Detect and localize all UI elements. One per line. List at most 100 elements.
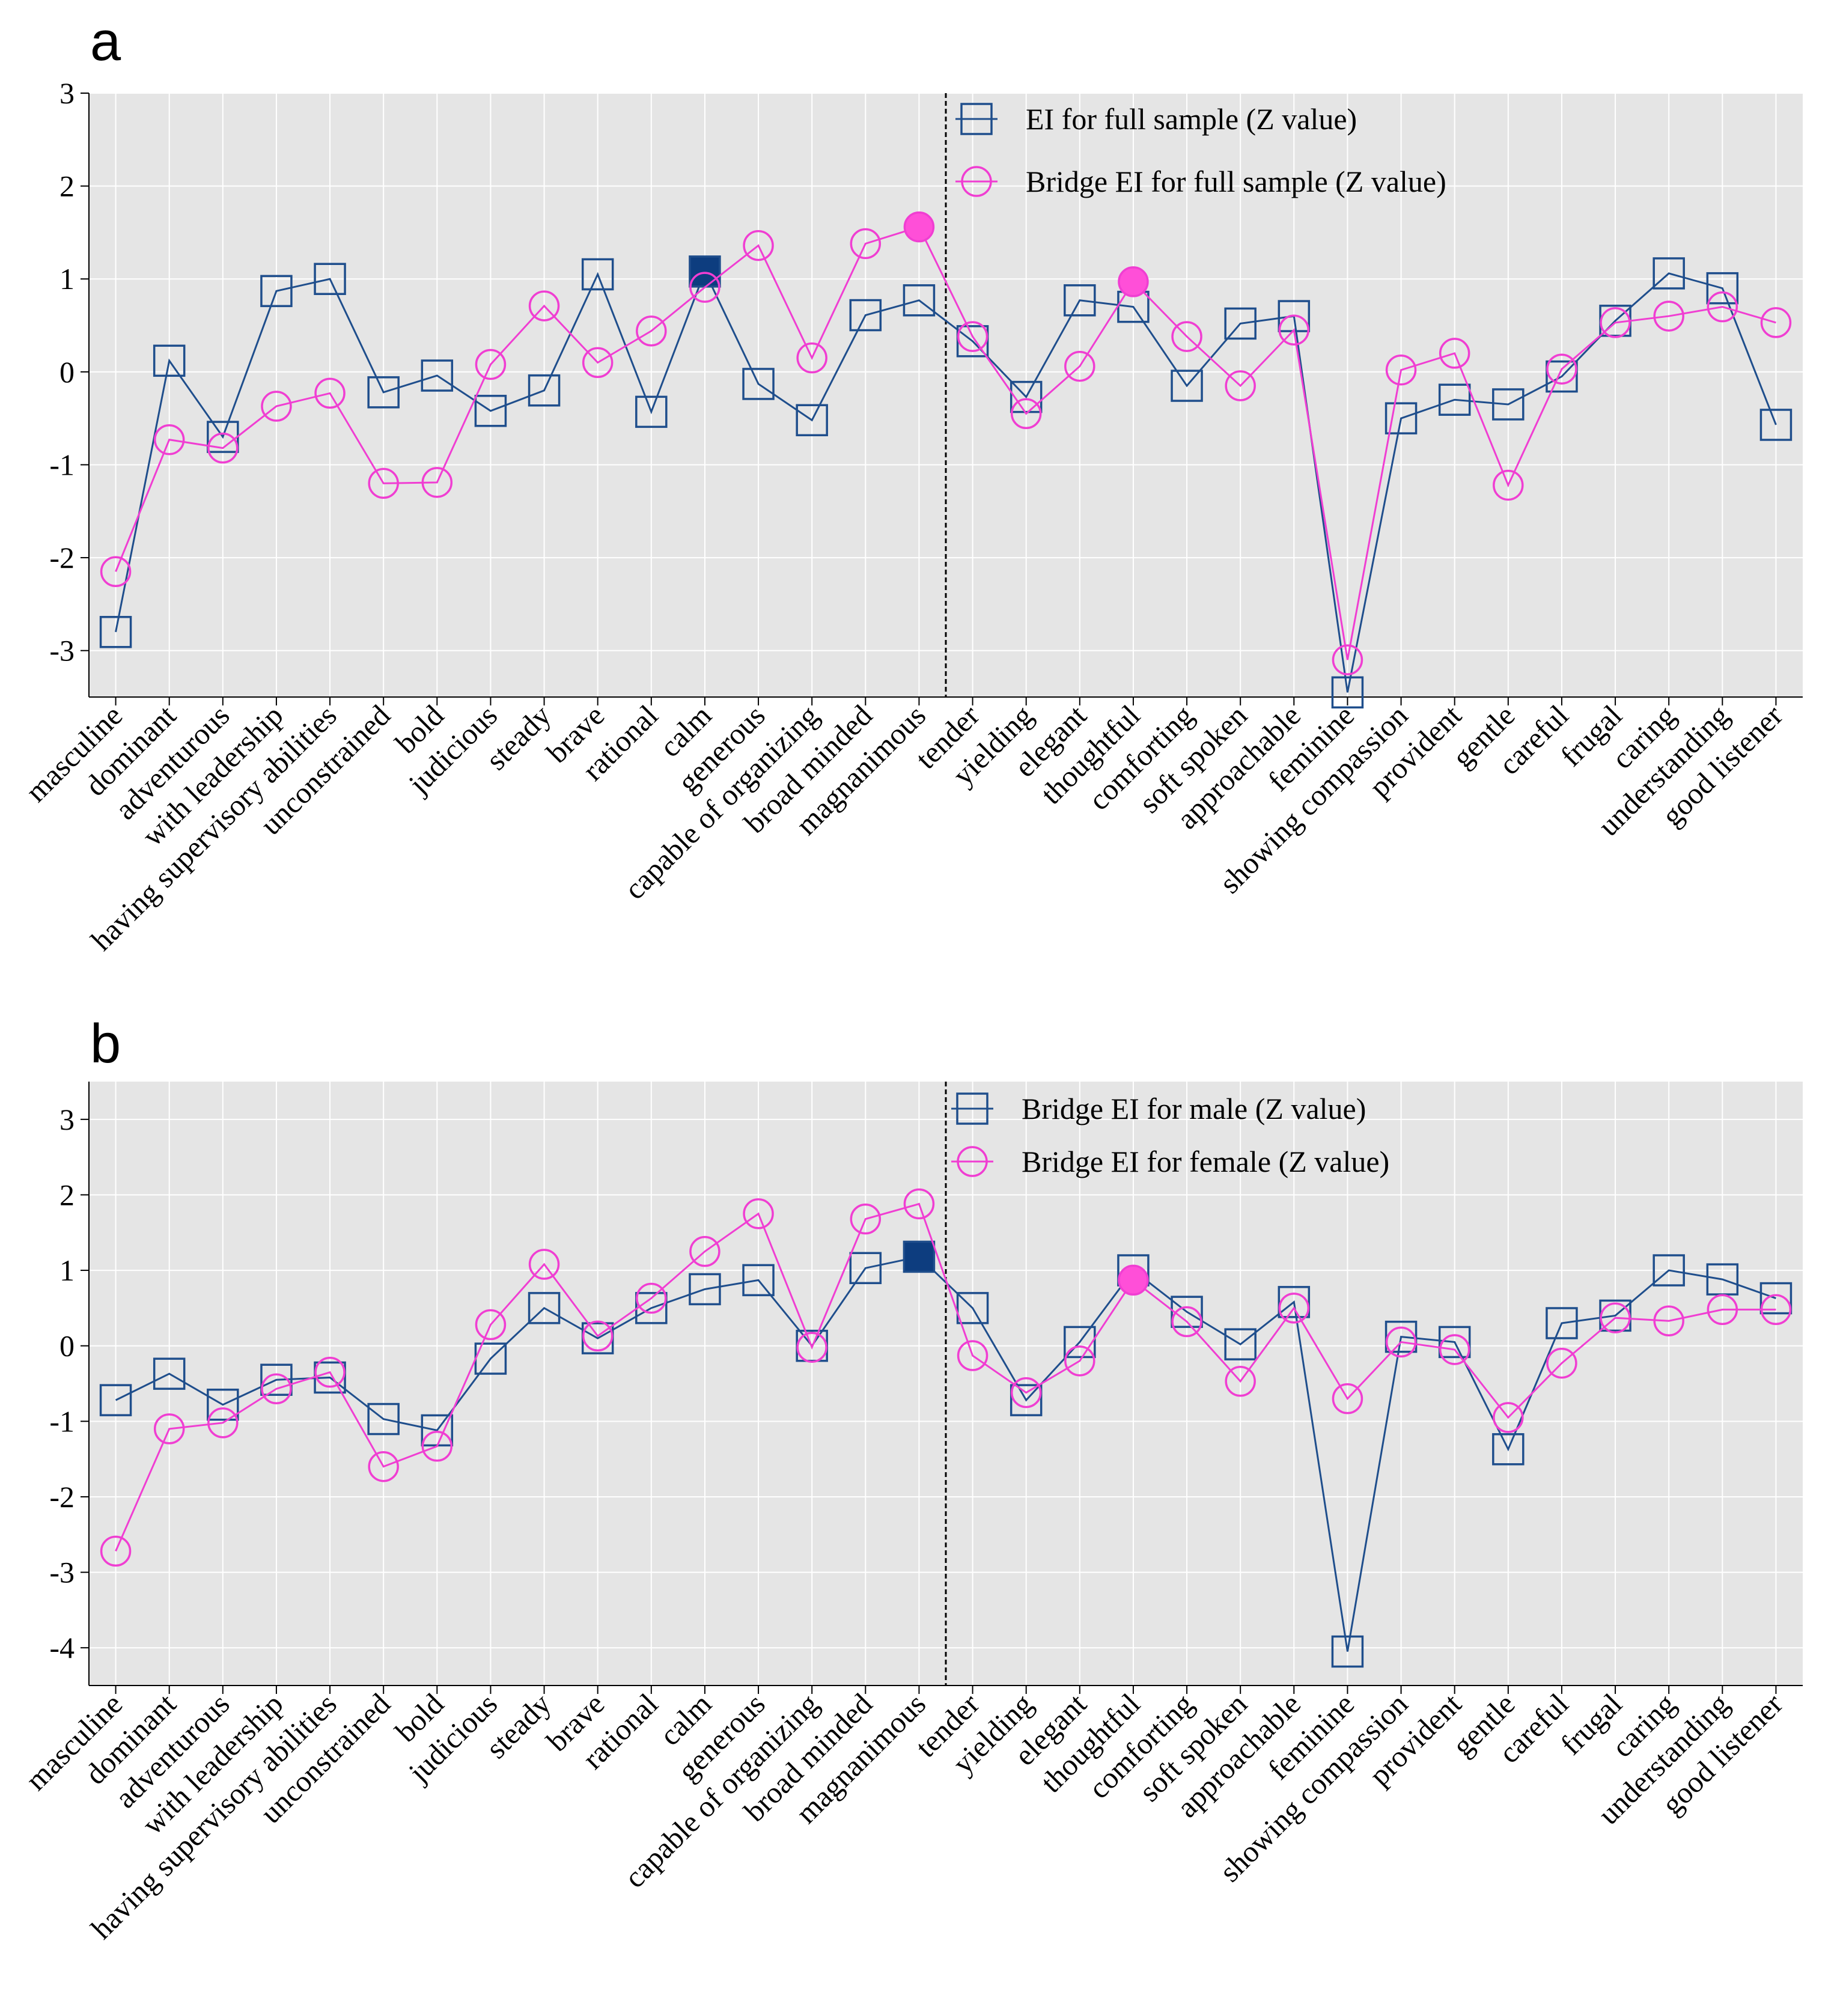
panel-b-circle-point-calm: [689, 1235, 720, 1267]
panel-b-square-point-soft-spoken: [1224, 1328, 1257, 1360]
panel-a-square-point-brave: [581, 258, 614, 291]
panel-b-legend-label-0: Bridge EI for male (Z value): [1022, 1092, 1366, 1125]
panel-b-circle-point-careful: [1546, 1347, 1577, 1379]
panel-b-square-point-magnanimous: [903, 1240, 936, 1273]
panel-a-square-point-calm: [689, 255, 721, 288]
panel-a-circle-point-unconstrained: [368, 467, 399, 499]
panel-b-circle-point-masculine: [100, 1535, 132, 1567]
panel-a-y-tick-label: -3: [49, 634, 75, 668]
panel-a-circle-point-dominant: [153, 424, 185, 455]
panel-a-square-point-magnanimous: [903, 284, 936, 317]
panel-b-square-point-adventurous: [207, 1388, 239, 1421]
panel-b-circle-point-steady: [528, 1249, 560, 1280]
panel-b-circle-point-dominant: [153, 1413, 185, 1445]
panel-a-circle-point-having-supervisory-abilities: [314, 377, 346, 409]
panel-b-circle-point-judicious: [475, 1309, 507, 1341]
panel-a-circle-point-steady: [528, 290, 560, 321]
panel-a-circle-point-magnanimous: [903, 211, 935, 243]
panel-b-circle-point-bold: [421, 1431, 453, 1462]
panel-b-circle-point-gentle: [1493, 1402, 1524, 1433]
panel-b-circle-point-comforting: [1171, 1306, 1202, 1338]
panel-a-circle-point-bold: [421, 467, 453, 498]
panel-a-y-tick-label: 1: [59, 262, 75, 296]
panel-b-square-point-careful: [1546, 1307, 1578, 1339]
panel-a-legend-label-0: EI for full sample (Z value): [1026, 102, 1357, 136]
panel-a-square-point-having-supervisory-abilities: [314, 263, 346, 295]
panel-b-square-point-approachable: [1278, 1286, 1311, 1318]
panel-b-square-point-with-leadership: [260, 1363, 293, 1396]
panel-a-circle-point-provident: [1439, 338, 1470, 369]
panel-a-circle-point-adventurous: [207, 432, 239, 464]
panel-b-y-tick-label: -2: [49, 1480, 75, 1514]
panel-b-circle-point-with-leadership: [261, 1373, 292, 1405]
panel-a-square-point-careful: [1546, 360, 1578, 393]
panel-b-y-tick-label: 0: [59, 1329, 75, 1363]
panel-a-circle-point-gentle: [1493, 469, 1524, 501]
panel-a-circle-point-elegant: [1064, 350, 1095, 382]
panel-b-square-point-comforting: [1171, 1296, 1203, 1328]
panel-a-circle-point-careful: [1546, 353, 1577, 385]
panel-a-circle-point-calm: [689, 272, 720, 303]
panel-b-circle-point-rational: [636, 1282, 667, 1314]
panel-b-circle-point-provident: [1439, 1334, 1470, 1365]
panel-a-circle-point-soft-spoken: [1225, 370, 1256, 401]
panel-b-legend-label-1: Bridge EI for female (Z value): [1022, 1145, 1389, 1178]
panel-b-square-point-provident: [1438, 1326, 1471, 1359]
panel-b-square-point-elegant: [1064, 1326, 1096, 1359]
panel-a-square-point-provident: [1438, 383, 1471, 416]
panel-a-circle-point-approachable: [1278, 314, 1310, 346]
panel-b-circle-point-approachable: [1278, 1293, 1310, 1324]
panel-b-circle-point-tender: [957, 1340, 988, 1371]
panel-b-circle-point-brave: [582, 1320, 614, 1352]
panel-a-square-point-with-leadership: [260, 275, 293, 308]
panel-b-circle-point-generous: [743, 1198, 774, 1229]
panel-a-square-point-caring: [1653, 257, 1685, 290]
panel-a-label: a: [90, 11, 121, 72]
panel-a-circle-point-with-leadership: [261, 391, 292, 422]
panel-a-square-point-comforting: [1171, 370, 1203, 402]
panel-a-square-point-generous: [742, 368, 775, 400]
panel-a-y-tick-label: -2: [49, 541, 75, 574]
panel-a-square-point-capable-of-organizing: [796, 404, 828, 436]
panel-b-legend-circle-marker: [957, 1146, 988, 1177]
panel-a-circle-point-feminine: [1332, 644, 1363, 675]
panel-a-circle-point-good-listener: [1760, 307, 1792, 338]
panel-a-square-point-bold: [421, 359, 454, 392]
panel-a-circle-point-thoughtful: [1118, 266, 1149, 297]
panel-b-square-point-tender: [956, 1292, 989, 1324]
panel-a-square-point-good-listener: [1759, 409, 1793, 441]
panel-b-y-tick-label: 3: [59, 1103, 75, 1136]
panel-a-legend-square-marker: [960, 103, 993, 135]
panel-b-circle-point-showing-compassion: [1385, 1326, 1417, 1358]
panel-a-y-tick-label: 2: [59, 169, 75, 203]
panel-b-square-point-steady: [528, 1292, 561, 1324]
panel-a-square-point-dominant: [153, 344, 186, 377]
panel-a-square-point-tender: [956, 325, 989, 358]
panel-a-circle-point-broad-minded: [850, 228, 882, 260]
panel-b-circle-point-soft-spoken: [1225, 1365, 1256, 1397]
panel-a-circle-point-capable-of-organizing: [796, 342, 827, 374]
panel-b-circle-point-having-supervisory-abilities: [314, 1356, 346, 1388]
panel-b-circle-point-caring: [1653, 1305, 1684, 1336]
panel-b-y-tick-label: 1: [59, 1253, 75, 1287]
panel-b-circle-point-adventurous: [207, 1407, 239, 1439]
panel-a-series-square-line: [115, 269, 1777, 693]
panel-a-circle-point-comforting: [1171, 321, 1202, 352]
panel-b-circle-point-feminine: [1332, 1383, 1363, 1415]
panel-b-circle-point-frugal: [1600, 1302, 1631, 1333]
panel-b-y-tick-label: 2: [59, 1178, 75, 1211]
panel-a-chart: -3-2-10123masculinedominantadventurouswi…: [19, 76, 1803, 957]
panel-b-legend-square-marker: [956, 1092, 988, 1125]
panel-b-circle-point-understanding: [1707, 1294, 1738, 1326]
panel-a-square-point-unconstrained: [367, 376, 400, 409]
panel-b-square-point-calm: [689, 1273, 721, 1306]
panel-a-circle-point-yielding: [1010, 398, 1042, 430]
panel-a-y-tick-label: 3: [59, 76, 75, 110]
panel-a-square-point-soft-spoken: [1224, 307, 1257, 340]
panel-b-circle-point-unconstrained: [368, 1451, 399, 1482]
panel-a-circle-point-caring: [1653, 300, 1684, 332]
panel-a-square-point-broad-minded: [849, 299, 882, 332]
panel-a-legend-label-1: Bridge EI for full sample (Z value): [1026, 165, 1446, 198]
panel-a-square-point-showing-compassion: [1384, 402, 1418, 434]
